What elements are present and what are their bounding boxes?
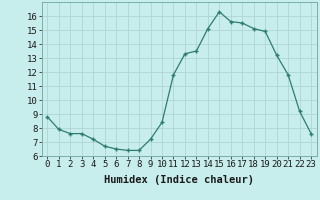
X-axis label: Humidex (Indice chaleur): Humidex (Indice chaleur) bbox=[104, 175, 254, 185]
